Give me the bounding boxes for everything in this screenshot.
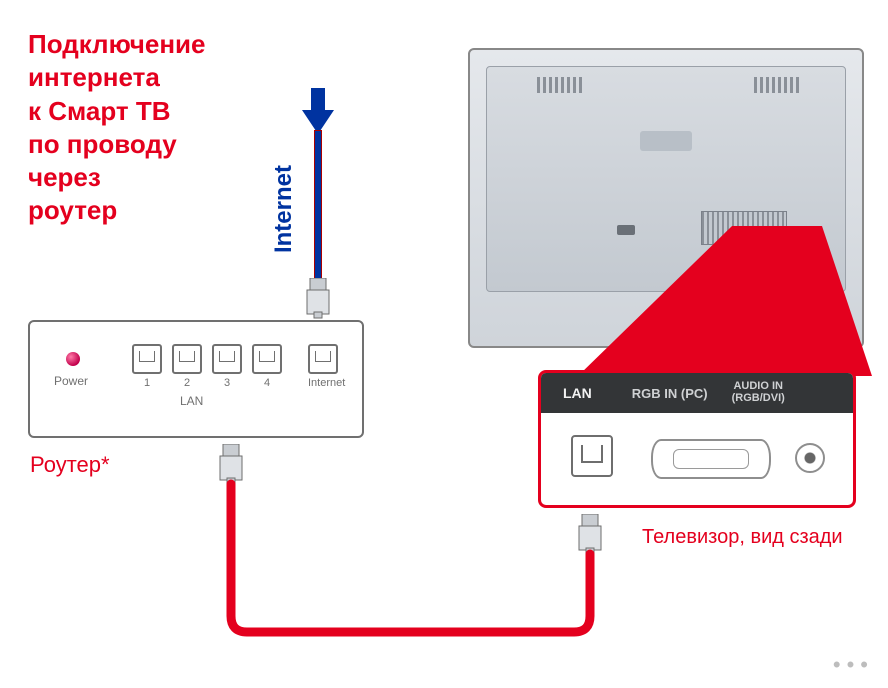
title-line: к Смарт ТВ: [28, 95, 206, 128]
title-line: интернета: [28, 61, 206, 94]
tv-logo-plate: [640, 131, 692, 151]
title-line: роутер: [28, 194, 206, 227]
title-line: Подключение: [28, 28, 206, 61]
vent-icon: [754, 77, 799, 93]
power-led-icon: [66, 352, 80, 366]
lan-port-icon: [571, 435, 613, 477]
title-line: через: [28, 161, 206, 194]
lan-port: 1: [132, 344, 162, 389]
lan-port: 2: [172, 344, 202, 389]
ellipsis-icon: •••: [833, 652, 874, 678]
diagram-title: Подключение интернета к Смарт ТВ по пров…: [28, 28, 206, 228]
internet-cable: [314, 130, 322, 280]
router-lan-ports: 1 2 3 4: [132, 344, 282, 389]
internet-label: Internet: [270, 165, 298, 253]
audio-port-label: AUDIO IN (RGB/DVI): [732, 381, 785, 404]
vga-port-icon: [651, 439, 771, 479]
router-device: Power 1 2 3 4 LAN Internet: [28, 320, 364, 438]
vent-icon: [537, 77, 582, 93]
tv-port-panel: LAN RGB IN (PC) AUDIO IN (RGB/DVI): [538, 370, 856, 508]
power-label: Power: [54, 374, 88, 388]
lan-port-label: LAN: [563, 385, 592, 401]
lan-port: 4: [252, 344, 282, 389]
rj45-connector-icon: [577, 514, 603, 556]
title-line: по проводу: [28, 128, 206, 161]
router-internet-port: Internet: [308, 344, 345, 389]
router-lan-group-label: LAN: [180, 394, 203, 408]
rj45-connector-icon: [218, 444, 244, 486]
rj45-connector-icon: [305, 278, 331, 320]
lan-port: 3: [212, 344, 242, 389]
tv-label: Телевизор, вид сзади: [642, 526, 843, 549]
router-label: Роутер*: [30, 452, 110, 478]
audio-jack-icon: [795, 443, 825, 473]
rgb-port-label: RGB IN (PC): [632, 386, 708, 401]
port-panel-strip: LAN RGB IN (PC) AUDIO IN (RGB/DVI): [541, 373, 853, 413]
